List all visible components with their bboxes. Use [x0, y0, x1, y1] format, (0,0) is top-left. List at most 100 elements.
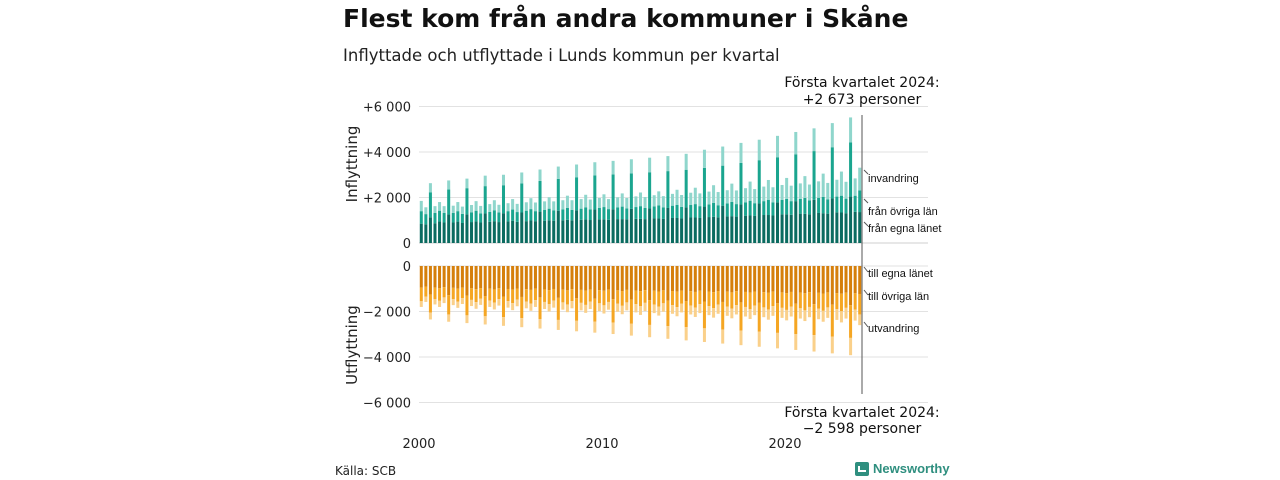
- inflow-bar-own-county: [666, 207, 670, 243]
- outflow-bar-emigration: [684, 327, 688, 341]
- inflow-bars: [419, 117, 862, 243]
- outflow-bar-other-county: [680, 290, 684, 304]
- inflow-bar-other-county: [547, 208, 551, 221]
- outflow-bar-emigration: [712, 308, 716, 318]
- outflow-bar-own-county: [584, 266, 588, 291]
- inflow-bar-other-county: [524, 210, 528, 222]
- inflow-bar-own-county: [693, 217, 697, 243]
- outflow-bar-emigration: [556, 319, 560, 330]
- outflow-bar-other-county: [607, 289, 611, 302]
- inflow-bar-immigration: [529, 198, 533, 210]
- outflow-bar-emigration: [456, 301, 460, 308]
- series-label-inflow: invandring: [868, 173, 919, 185]
- inflow-bar-other-county: [725, 203, 729, 217]
- outflow-bar-emigration: [839, 311, 843, 323]
- outflow-bar-emigration: [702, 328, 706, 342]
- outflow-bar-own-county: [465, 266, 469, 296]
- inflow-bar-own-county: [620, 219, 624, 243]
- outflow-bar-own-county: [835, 266, 839, 294]
- inflow-bar-immigration: [575, 164, 579, 178]
- inflow-bar-other-county: [721, 165, 725, 206]
- outflow-bar-emigration: [744, 306, 748, 317]
- outflow-bar-other-county: [547, 290, 551, 304]
- outflow-bar-other-county: [520, 296, 524, 319]
- outflow-bar-other-county: [771, 291, 775, 307]
- outflow-bar-emigration: [451, 299, 455, 306]
- inflow-bar-other-county: [616, 207, 620, 220]
- outflow-bar-emigration: [565, 304, 569, 313]
- outflow-bar-own-county: [479, 266, 483, 289]
- outflow-bar-other-county: [794, 303, 798, 335]
- inflow-bar-other-county: [511, 209, 515, 221]
- inflow-bar-other-county: [716, 205, 720, 218]
- outflow-bar-emigration: [483, 316, 487, 325]
- outflow-bar-other-county: [839, 293, 843, 312]
- inflow-bar-other-county: [565, 207, 569, 220]
- inflow-bar-immigration: [716, 192, 720, 206]
- outflow-bar-own-county: [424, 266, 428, 287]
- inflow-bar-immigration: [447, 180, 451, 190]
- inflow-bar-immigration: [552, 201, 556, 211]
- inflow-bar-immigration: [661, 196, 665, 208]
- outflow-bar-emigration: [789, 306, 793, 317]
- outflow-bar-other-county: [552, 288, 556, 301]
- bottom-annotation-line2: −2 598 personer: [803, 421, 922, 437]
- outflow-bar-emigration: [465, 315, 469, 324]
- inflow-bar-other-county: [556, 178, 560, 211]
- inflow-bar-immigration: [817, 181, 821, 198]
- inflow-bar-own-county: [680, 218, 684, 243]
- outflow-bar-own-county: [515, 266, 519, 289]
- outflow-bar-own-county: [497, 266, 501, 289]
- outflow-bar-other-county: [734, 291, 738, 306]
- inflow-bar-own-county: [561, 220, 565, 243]
- outflow-bar-emigration: [520, 318, 524, 328]
- outflow-bar-other-county: [821, 293, 825, 311]
- outflow-bar-other-county: [492, 289, 496, 303]
- inflow-bar-own-county: [712, 216, 716, 243]
- inflow-bar-immigration: [858, 167, 862, 191]
- inflow-bar-own-county: [748, 215, 752, 243]
- outflow-bar-other-county: [488, 288, 492, 301]
- source-note: Källa: SCB: [335, 464, 397, 478]
- outflow-bar-other-county: [629, 299, 633, 324]
- inflow-bar-own-county: [812, 199, 816, 243]
- outflow-bar-own-county: [460, 266, 464, 288]
- inflow-bar-other-county: [501, 185, 505, 214]
- inflow-bar-other-county: [515, 212, 519, 222]
- outflow-bar-other-county: [830, 304, 834, 337]
- outflow-bar-emigration: [648, 324, 652, 338]
- outflow-bar-own-county: [744, 266, 748, 292]
- inflow-bar-immigration: [488, 204, 492, 212]
- inflow-bar-other-county: [693, 204, 697, 218]
- y-tick-label-top: 0: [403, 237, 411, 252]
- inflow-bar-own-county: [785, 214, 789, 243]
- inflow-bar-other-county: [643, 207, 647, 220]
- inflow-bar-immigration: [766, 179, 770, 201]
- inflow-bar-other-county: [538, 180, 542, 212]
- outflow-bar-own-county: [803, 266, 807, 294]
- outflow-bar-emigration: [698, 304, 702, 314]
- inflow-bar-other-county: [753, 203, 757, 216]
- inflow-bar-immigration: [611, 160, 615, 175]
- outflow-bar-other-county: [675, 291, 679, 308]
- inflow-bar-own-county: [826, 213, 830, 243]
- inflow-bar-other-county: [702, 167, 706, 207]
- outflow-bar-other-county: [776, 303, 780, 333]
- inflow-bar-own-county: [533, 221, 537, 243]
- inflow-bar-other-county: [442, 212, 446, 223]
- inflow-bar-immigration: [698, 193, 702, 207]
- outflow-bar-other-county: [757, 302, 761, 332]
- inflow-bar-other-county: [419, 211, 423, 224]
- inflow-bar-own-county: [419, 223, 423, 243]
- outflow-bar-other-county: [730, 292, 734, 309]
- outflow-bar-other-county: [817, 292, 821, 309]
- outflow-bar-emigration: [666, 326, 670, 339]
- outflow-bar-emigration: [734, 305, 738, 315]
- inflow-bar-immigration: [753, 189, 757, 204]
- inflow-bar-other-county: [648, 172, 652, 209]
- inflow-bar-other-county: [766, 200, 770, 216]
- inflow-bar-own-county: [470, 222, 474, 243]
- inflow-bar-own-county: [762, 215, 766, 243]
- outflow-bar-own-county: [588, 266, 592, 290]
- inflow-bar-other-county: [561, 209, 565, 221]
